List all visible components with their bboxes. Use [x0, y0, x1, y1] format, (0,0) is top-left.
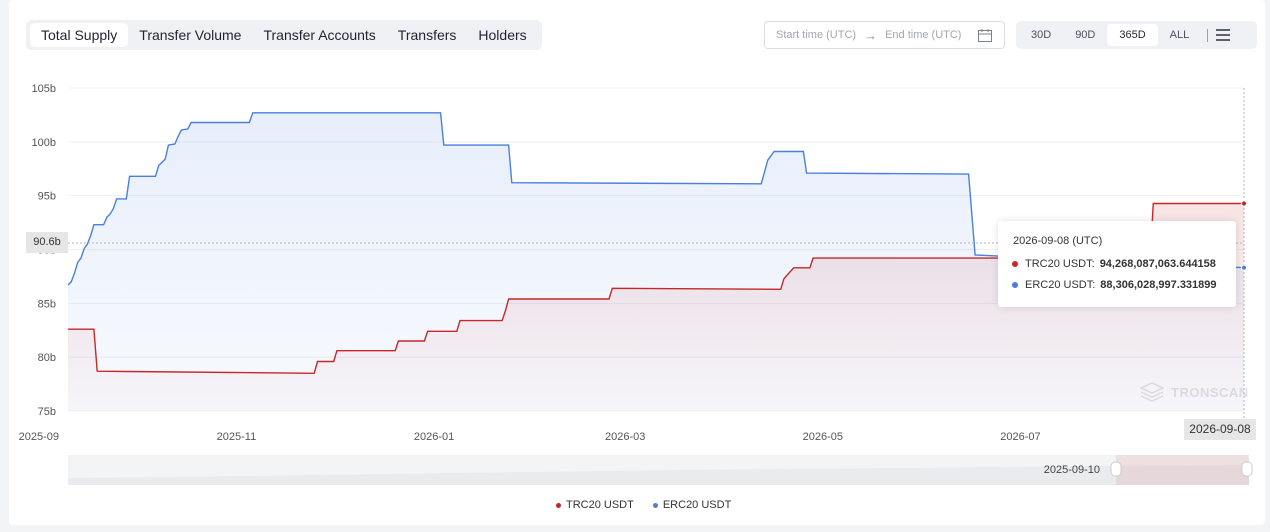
watermark: TRONSCAN — [1139, 382, 1249, 402]
tab-transfers[interactable]: Transfers — [397, 27, 457, 43]
tooltip-row-trc20: TRC20 USDT: 94,268,087,063.644158 — [1012, 258, 1216, 270]
tab-transfer-volume[interactable]: Transfer Volume — [139, 27, 242, 43]
crosshair-x-label: 2026-09-08 — [1184, 419, 1256, 440]
tronscan-logo-icon — [1139, 382, 1165, 402]
tab-transfer-accounts[interactable]: Transfer Accounts — [263, 27, 376, 43]
trc20-dot-icon — [1012, 261, 1018, 267]
tab-holders[interactable]: Holders — [478, 27, 527, 43]
tooltip-series-value: 88,306,028,997.331899 — [1100, 279, 1217, 291]
time-range-selector: 30D 90D 365D ALL — [1016, 21, 1257, 49]
range-30d[interactable]: 30D — [1031, 29, 1052, 41]
data-tooltip: 2026-09-08 (UTC) TRC20 USDT: 94,268,087,… — [998, 221, 1236, 307]
range-all[interactable]: ALL — [1169, 29, 1190, 41]
trc20-dot-icon — [556, 502, 561, 508]
arrow-right-icon: → — [864, 27, 878, 43]
watermark-text: TRONSCAN — [1171, 384, 1249, 400]
tooltip-series-value: 94,268,087,063.644158 — [1099, 258, 1216, 270]
tooltip-row-erc20: ERC20 USDT: 88,306,028,997.331899 — [1012, 279, 1217, 291]
end-time-input[interactable]: End time (UTC) — [885, 29, 962, 41]
legend-label: TRC20 USDT — [566, 499, 634, 511]
range-divider — [1207, 28, 1209, 42]
metric-tabs: Total Supply Transfer Volume Transfer Ac… — [26, 20, 542, 50]
legend-item-trc20[interactable]: TRC20 USDT — [556, 499, 634, 511]
calendar-icon[interactable] — [978, 28, 992, 42]
tooltip-date: 2026-09-08 (UTC) — [1013, 235, 1103, 247]
erc20-dot-icon — [652, 502, 658, 508]
legend-item-erc20[interactable]: ERC20 USDT — [652, 499, 732, 511]
range-90d[interactable]: 90D — [1075, 29, 1096, 41]
chart-legend: TRC20 USDT ERC20 USDT — [556, 499, 750, 511]
date-range-picker[interactable]: Start time (UTC) → End time (UTC) — [764, 21, 1005, 49]
legend-label: ERC20 USDT — [662, 499, 732, 511]
tooltip-series-label: TRC20 USDT: — [1025, 258, 1095, 270]
tooltip-series-label: ERC20 USDT: — [1025, 279, 1096, 291]
crosshair-y-label: 90.6b — [26, 232, 68, 253]
start-time-input[interactable]: Start time (UTC) — [776, 29, 857, 41]
tab-total-supply[interactable]: Total Supply — [30, 23, 129, 47]
hamburger-menu-icon[interactable] — [1216, 29, 1231, 41]
range-365d[interactable]: 365D — [1107, 24, 1158, 46]
erc20-dot-icon — [1012, 282, 1018, 288]
